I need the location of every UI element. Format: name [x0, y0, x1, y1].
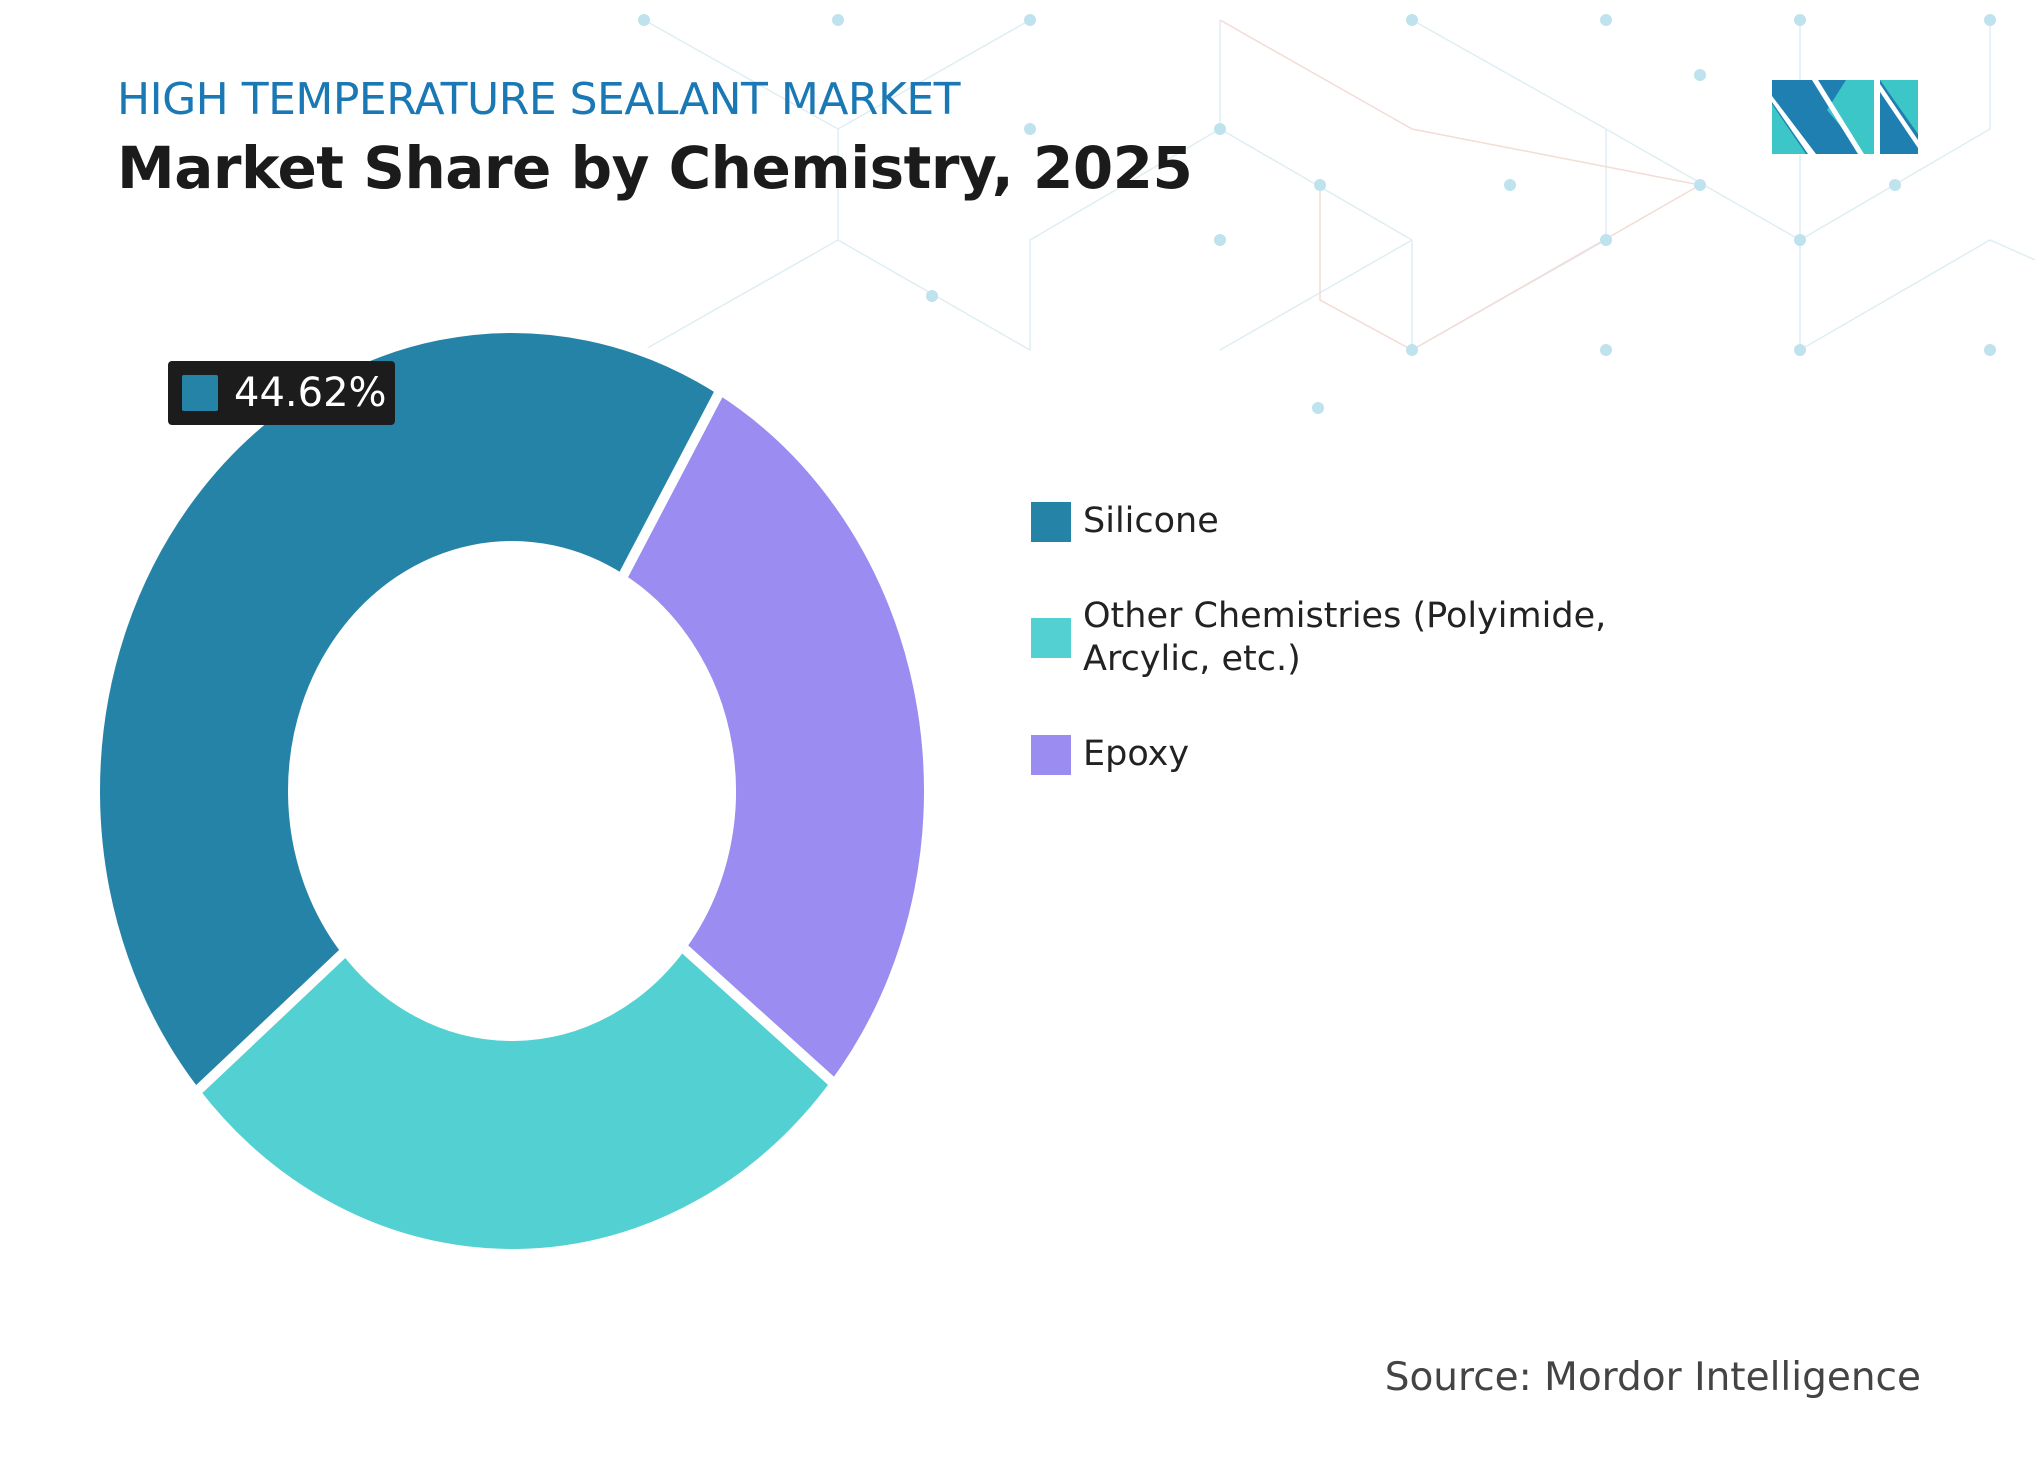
- source-note: Source: Mordor Intelligence: [1384, 1355, 1921, 1400]
- legend-item-other-chemistries[interactable]: Other Chemistries (Polyimide, Arcylic, e…: [1031, 595, 1681, 681]
- donut-slice-epoxy[interactable]: [614, 382, 934, 1092]
- mordor-intelligence-logo: [1772, 80, 1918, 154]
- chart-kicker: HIGH TEMPERATURE SEALANT MARKET: [117, 74, 961, 125]
- legend-label: Silicone: [1083, 501, 1219, 541]
- badge-swatch: [182, 375, 218, 411]
- data-label-silicone: 44.62%: [168, 361, 395, 425]
- legend-swatch: [1031, 734, 1071, 775]
- badge-value: 44.62%: [234, 370, 387, 416]
- donut-slice-silicone[interactable]: [90, 323, 728, 1100]
- donut-chart: [90, 323, 934, 1259]
- chart-title: Market Share by Chemistry, 2025: [117, 134, 1193, 202]
- legend-item-epoxy[interactable]: Epoxy: [1031, 733, 1681, 776]
- legend: Silicone Other Chemistries (Polyimide, A…: [1031, 500, 1681, 828]
- donut-slice-other[interactable]: [188, 938, 842, 1259]
- legend-item-silicone[interactable]: Silicone: [1031, 500, 1681, 543]
- legend-label: Epoxy: [1083, 734, 1190, 774]
- legend-label: Other Chemistries (Polyimide, Arcylic, e…: [1083, 596, 1607, 679]
- legend-swatch: [1031, 501, 1071, 542]
- legend-swatch: [1031, 618, 1071, 658]
